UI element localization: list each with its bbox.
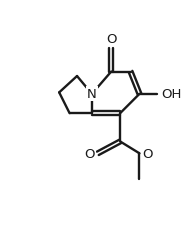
Text: N: N	[87, 88, 97, 101]
Text: O: O	[106, 33, 117, 46]
Text: O: O	[143, 147, 153, 160]
Text: O: O	[84, 147, 95, 160]
Text: OH: OH	[161, 88, 181, 101]
